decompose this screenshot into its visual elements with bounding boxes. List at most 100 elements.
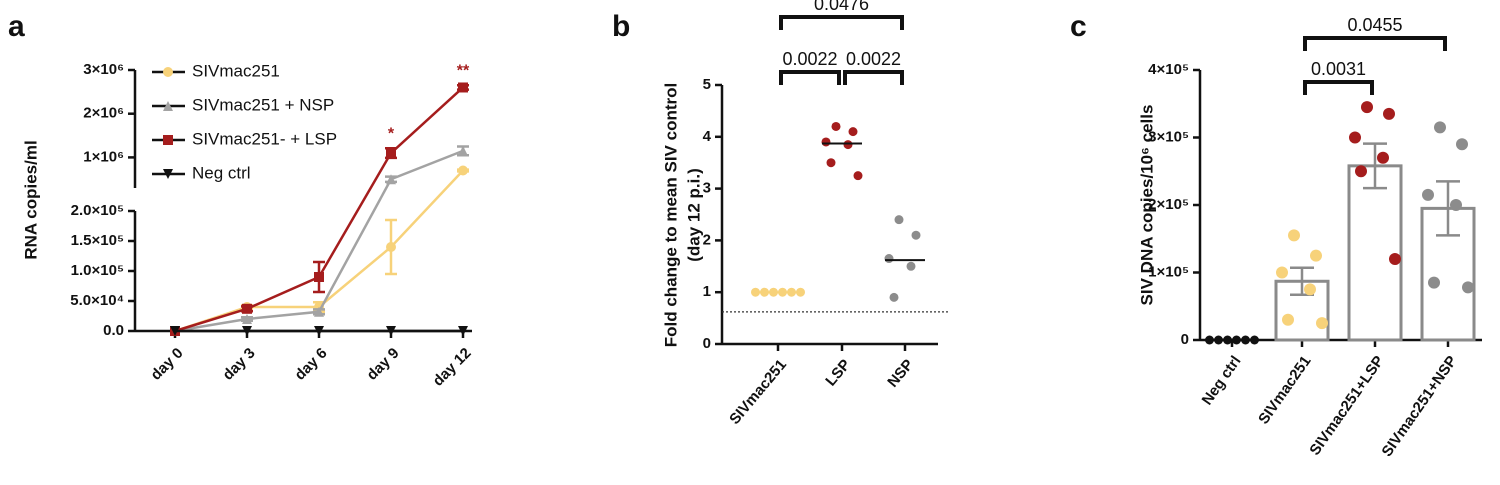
- significance-bracket: [1303, 80, 1374, 95]
- legend-label: Neg ctrl: [192, 163, 251, 182]
- p-value: 0.0476: [814, 0, 869, 14]
- y-tick-label: 3: [703, 180, 711, 197]
- data-point: [458, 145, 468, 156]
- y-tick-label: 3×10⁶: [83, 61, 124, 78]
- data-point: [831, 121, 841, 131]
- data-point: [894, 215, 904, 225]
- data-point: [1223, 335, 1232, 345]
- panel-label: c: [1070, 10, 1087, 43]
- data-point: [1428, 276, 1440, 289]
- significance-bracket: [779, 70, 841, 85]
- data-point: [242, 314, 252, 324]
- data-point: [821, 137, 831, 147]
- data-point: [1389, 253, 1401, 265]
- data-point: [1214, 335, 1223, 345]
- y-tick-label: 2: [703, 231, 711, 248]
- data-point: [242, 303, 252, 314]
- data-point: [314, 272, 324, 282]
- legend-marker: [163, 135, 173, 145]
- p-value: 0.0455: [1347, 15, 1402, 35]
- legend-label: SIVmac251 + NSP: [192, 95, 334, 114]
- y-axis-label: Fold change to mean SIV control: [661, 83, 680, 347]
- significance-bracket: [843, 70, 904, 85]
- error-bar: [1363, 142, 1387, 190]
- data-point: [1282, 313, 1294, 326]
- data-point: [1288, 229, 1300, 242]
- data-point: [1434, 121, 1446, 134]
- data-point: [170, 326, 180, 336]
- y-tick-label: 1.0×10⁵: [71, 262, 124, 279]
- data-point: [1422, 188, 1434, 201]
- y-tick-label: 1×10⁶: [83, 148, 124, 165]
- y-tick-label: 2×10⁶: [83, 105, 124, 122]
- data-point: [1450, 199, 1462, 211]
- data-point: [242, 326, 252, 336]
- data-point: [1310, 249, 1322, 262]
- data-point: [1349, 131, 1361, 144]
- data-point: [1241, 335, 1250, 345]
- data-point: [1456, 138, 1468, 151]
- x-tick-label: NSP: [884, 356, 917, 391]
- data-point: [1205, 335, 1214, 345]
- data-point: [386, 174, 396, 185]
- data-point: [314, 306, 324, 317]
- y-tick-label: 1: [703, 283, 711, 300]
- x-tick-label: day 3: [219, 345, 258, 384]
- data-point: [1355, 165, 1367, 178]
- data-point: [884, 254, 894, 264]
- x-tick-label: Neg ctrl: [1199, 353, 1245, 409]
- p-value: 0.0022: [782, 49, 837, 69]
- data-point: [911, 230, 921, 240]
- y-tick-label: 0: [703, 335, 711, 352]
- y-tick-label: 0.0: [103, 322, 124, 339]
- data-point: [1377, 151, 1389, 164]
- data-point: [1383, 107, 1395, 120]
- data-point: [853, 171, 863, 181]
- data-point: [889, 292, 899, 302]
- y-tick-label: 0: [1181, 331, 1189, 348]
- data-point: [796, 287, 805, 297]
- y-tick-label: 4: [703, 128, 712, 145]
- y-axis-label: (day 12 p.i.): [684, 168, 703, 262]
- panel-label: a: [8, 10, 25, 43]
- series-line: [174, 86, 464, 333]
- y-axis-label: SIV DNA copies/10⁶ cells: [1137, 105, 1156, 306]
- legend-marker: [163, 101, 173, 111]
- y-tick-label: 2.0×10⁵: [71, 202, 124, 219]
- y-tick-label: 5.0×10⁴: [70, 292, 124, 309]
- data-point: [906, 261, 916, 271]
- y-tick-label: 1.5×10⁵: [71, 232, 124, 249]
- bar: [1347, 164, 1403, 342]
- y-tick-label: 1×10⁵: [1148, 263, 1189, 280]
- x-tick-label: day 0: [147, 345, 186, 384]
- significance-bracket: [1303, 36, 1447, 51]
- x-tick-label: SIVmac251: [726, 356, 790, 428]
- p-value: 0.0031: [1311, 59, 1366, 79]
- y-tick-label: 5: [703, 76, 711, 93]
- data-point: [458, 165, 468, 176]
- data-point: [1462, 281, 1474, 294]
- x-tick-label: day 6: [291, 345, 330, 384]
- significance-mark: **: [457, 63, 470, 80]
- y-axis-label: RNA copies/ml: [21, 140, 40, 259]
- x-tick-label: LSP: [822, 356, 854, 389]
- data-point: [1232, 335, 1241, 345]
- data-point: [386, 242, 396, 252]
- x-tick-label: day 9: [363, 345, 402, 384]
- data-point: [458, 82, 468, 93]
- data-point: [751, 287, 760, 297]
- legend-label: SIVmac251: [192, 61, 280, 80]
- x-tick-label: SIVmac251+NSP: [1378, 353, 1460, 460]
- y-tick-label: 2×10⁵: [1148, 196, 1189, 213]
- x-tick-label: SIVmac251+LSP: [1306, 353, 1387, 459]
- legend-marker: [163, 169, 173, 179]
- data-point: [386, 148, 396, 159]
- legend-marker: [163, 67, 173, 77]
- data-point: [386, 326, 396, 336]
- significance-bracket: [779, 15, 904, 30]
- data-point: [1361, 101, 1373, 114]
- x-tick-label: day 12: [430, 345, 475, 390]
- data-point: [1250, 335, 1259, 345]
- p-value: 0.0022: [846, 49, 901, 69]
- data-point: [1276, 266, 1288, 279]
